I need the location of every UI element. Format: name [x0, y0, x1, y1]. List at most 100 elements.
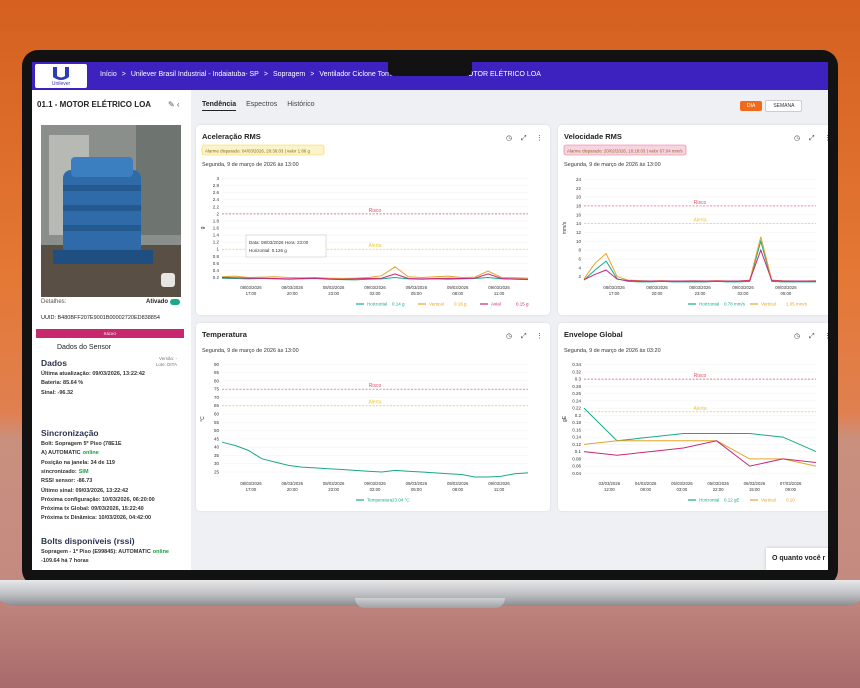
legend-name[interactable]: Vertical — [429, 302, 444, 307]
line-text: Próxima configuração: 10/03/2026, 06:20:… — [41, 496, 155, 503]
alarm-box — [563, 144, 687, 156]
panel-icon[interactable]: ⋮ — [824, 135, 828, 142]
y-tick-label: 0.8 — [213, 254, 220, 259]
uuid: UUID: B480BFF207E9001B00002720ED838854 — [41, 315, 160, 321]
y-tick-label: 0.28 — [572, 384, 581, 389]
legend-name[interactable]: Vertical — [761, 498, 776, 503]
card-line: Próxima tx Global: 09/03/2026, 15:22:40 — [41, 506, 144, 512]
x-tick-time: 02:00 — [370, 487, 381, 492]
x-tick-time: 22:00 — [713, 487, 724, 492]
y-axis-label: gE — [562, 415, 568, 422]
x-tick-time: 15:00 — [749, 487, 760, 492]
threshold-label: Risco — [369, 383, 382, 389]
legend-name[interactable]: Temperatura — [367, 498, 393, 503]
chart-date: Segunda, 9 de março de 2026 às 13:00 — [202, 348, 299, 354]
x-tick-time: 05:00 — [411, 487, 422, 492]
breadcrumb-item[interactable]: Sopragem — [272, 71, 306, 78]
x-tick-time: 20:00 — [287, 487, 298, 492]
panel-icon[interactable]: ⋮ — [536, 333, 543, 340]
line-text: Próxima tx Global: 09/03/2026, 15:22:40 — [41, 506, 144, 513]
x-tick-date: 09/03/2026 — [488, 481, 510, 486]
line-text: -109.64 há 7 horas — [41, 558, 89, 565]
y-tick-label: 0.24 — [572, 398, 581, 403]
breadcrumb-item[interactable]: > — [121, 71, 126, 78]
legend-name[interactable]: Horizontal — [699, 498, 719, 503]
x-tick-time: 23:00 — [328, 487, 339, 492]
card-line: Último sinal: 09/03/2026, 13:22:42 — [41, 488, 128, 494]
range-button[interactable]: DIA — [740, 101, 763, 111]
panel-icon[interactable]: ⤢ — [809, 135, 815, 142]
tab[interactable]: Histórico — [287, 101, 315, 108]
toggle[interactable] — [170, 299, 180, 305]
x-tick-time: 12:00 — [604, 487, 615, 492]
info-card: Bolts disponíveis (rssi) Sopragem - 1º Pi… — [36, 532, 181, 570]
breadcrumb-item[interactable]: Unilever Brasil Industrial - Indaiatuba-… — [130, 71, 259, 78]
card-title: Bolts disponíveis (rssi) — [41, 536, 135, 546]
y-tick-label: 65 — [214, 403, 220, 408]
y-tick-label: 2.4 — [213, 197, 220, 202]
panel-icon[interactable]: ⤢ — [809, 333, 815, 340]
breadcrumb-item[interactable]: > — [310, 71, 315, 78]
card-title: Sincronização — [41, 428, 99, 438]
x-tick-date: 09/03/2026 — [406, 481, 428, 486]
panel-icon[interactable]: ⤢ — [521, 333, 527, 340]
card-line: Bateria: 85.64 % — [41, 380, 83, 386]
legend-name[interactable]: Axial — [491, 302, 501, 307]
legend-value: 0.10 — [786, 498, 795, 503]
line-status: online — [152, 549, 169, 555]
line-text: Bateria: 85.64 % — [41, 380, 84, 387]
y-tick-label: 0.26 — [572, 391, 581, 396]
panel-icon[interactable]: ◷ — [506, 333, 512, 340]
edit-icons[interactable]: ✎ ‹ — [168, 100, 180, 109]
panel-icon[interactable]: ⋮ — [536, 135, 543, 142]
y-tick-label: 2 — [578, 274, 581, 279]
y-tick-label: 90 — [214, 362, 220, 367]
series-line — [583, 407, 817, 453]
tooltip-line: Data: 08/03/2026 Hora: 23:00 — [249, 240, 309, 245]
feedback-box[interactable]: O quanto você r — [766, 548, 828, 570]
breadcrumb-item[interactable]: Ventilador Ciclone Torre 2 - PISO 2 — [319, 71, 429, 78]
panel-icon[interactable]: ⤢ — [521, 135, 527, 142]
legend-name[interactable]: Horizontal — [699, 302, 719, 307]
card-note: Lote: DITA — [155, 362, 177, 367]
x-tick-date: 08/03/2026 — [282, 285, 304, 290]
x-tick-time: 02:00 — [738, 291, 749, 296]
screen: Unilever Início > Unilever Brasil Industri… — [32, 62, 828, 570]
chart-date: Segunda, 9 de março de 2026 às 13:00 — [202, 162, 299, 168]
panel-icon[interactable]: ◷ — [794, 333, 800, 340]
tab[interactable]: Tendência — [202, 101, 237, 111]
details-label: Detalhes: — [41, 299, 67, 305]
logo-box[interactable]: Unilever — [35, 64, 87, 88]
x-tick-date: 09/03/2026 — [364, 285, 386, 290]
y-tick-label: 4 — [578, 265, 581, 270]
range-button[interactable]: SEMANA — [765, 100, 803, 112]
y-tick-label: 16 — [576, 212, 582, 217]
x-tick-date: 09/03/2026 — [406, 285, 428, 290]
tab[interactable]: Espectros — [246, 101, 278, 108]
y-tick-label: 60 — [214, 412, 220, 417]
panel-icon[interactable]: ◷ — [794, 135, 800, 142]
breadcrumb-item[interactable]: > — [263, 71, 268, 78]
y-tick-label: 1.4 — [213, 233, 220, 238]
chart-title: Velocidade RMS — [564, 132, 622, 141]
logo-text: Unilever — [52, 81, 71, 87]
breadcrumb-item[interactable]: Início — [100, 71, 117, 78]
y-axis-label: °C — [200, 416, 206, 422]
x-tick-time: 03:00 — [676, 487, 687, 492]
card-line: RSSI sensor: -86.73 — [41, 478, 92, 484]
threshold-label: Alerta — [693, 406, 706, 412]
section-title[interactable]: Dados do Sensor — [57, 344, 112, 351]
panel-icon[interactable]: ◷ — [506, 135, 512, 142]
motor-photo — [41, 125, 181, 297]
alarm-text: Alarme disparado: 20/02/2026, 16:18:03 |… — [567, 148, 683, 153]
tabs: Tendência Espectros Histórico — [202, 101, 324, 111]
legend-name[interactable]: Vertical — [761, 302, 776, 307]
threshold-label: Alerta — [368, 400, 381, 406]
line-text: Próxima tx Dinâmica: 10/03/2026, 04:42:0… — [41, 515, 152, 522]
legend-name[interactable]: Horizontal — [367, 302, 387, 307]
y-tick-label: 0.34 — [572, 362, 581, 367]
panel-icon[interactable]: ⋮ — [824, 333, 828, 340]
x-tick-time: 08:00 — [452, 291, 463, 296]
y-tick-label: 0.18 — [572, 420, 581, 425]
breadcrumb-item[interactable]: 01.1 - MOTOR ELÉTRICO LOA — [442, 71, 541, 78]
